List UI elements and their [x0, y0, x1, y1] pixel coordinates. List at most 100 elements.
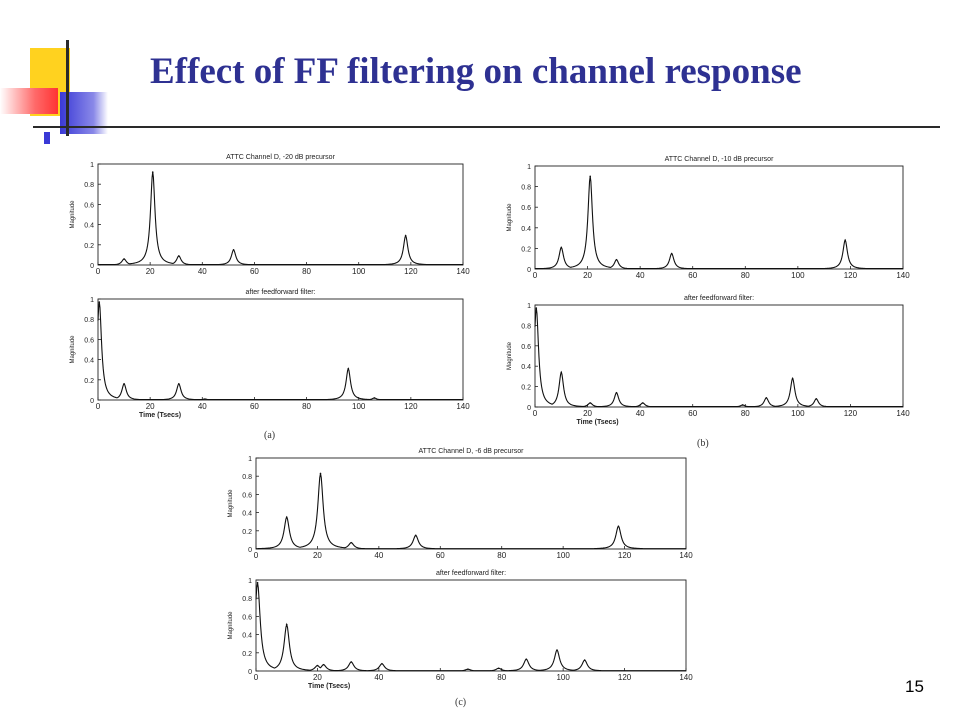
x-tick-label: 100 [352, 402, 366, 411]
caption-c: (c) [455, 697, 467, 708]
y-axis-label: Magnitude [507, 341, 513, 370]
x-tick-label: 140 [679, 551, 693, 560]
y-tick-label: 1 [527, 164, 531, 171]
page-title: Effect of FF filtering on channel respon… [150, 51, 802, 92]
peak-point [381, 662, 383, 665]
accent-red-bar [0, 88, 58, 114]
peak-point [791, 377, 794, 380]
x-tick-label: 0 [533, 409, 538, 418]
peak-point [347, 367, 350, 370]
caption-a: (a) [264, 430, 276, 441]
peak-point [589, 175, 591, 178]
peak-point [319, 472, 322, 475]
x-tick-label: 140 [896, 409, 910, 418]
x-tick-label: 20 [146, 402, 155, 411]
chart-title: ATTC Channel D, -20 dB precursor [226, 154, 335, 161]
y-tick-label: 0.8 [521, 185, 531, 192]
x-axis-label: Time (Tsecs) [308, 683, 350, 690]
peak-point [467, 668, 469, 670]
peak-point [556, 649, 558, 651]
x-tick-label: 20 [146, 267, 155, 276]
peak-point [322, 663, 325, 666]
y-tick-label: 0.4 [84, 223, 94, 230]
x-tick-label: 100 [352, 267, 366, 276]
y-axis-label: Magnitude [70, 200, 76, 229]
x-tick-label: 60 [688, 409, 697, 418]
y-tick-label: 1 [90, 162, 94, 169]
peak-point [525, 658, 528, 660]
caption-b: (b) [697, 438, 709, 449]
peak-point [589, 402, 591, 404]
x-tick-label: 120 [844, 271, 858, 280]
peak-point [765, 397, 768, 399]
x-tick-label: 100 [791, 271, 805, 280]
peak-point [178, 255, 180, 257]
peak-point [670, 252, 673, 255]
y-tick-label: 0.4 [242, 511, 252, 518]
y-tick-label: 0.8 [242, 596, 252, 603]
y-axis-label: Magnitude [228, 611, 234, 640]
peak-point [617, 525, 620, 528]
y-tick-label: 1 [90, 297, 94, 304]
y-tick-label: 0.8 [84, 317, 94, 324]
x-tick-label: 20 [313, 551, 322, 560]
x-tick-label: 0 [254, 673, 259, 682]
y-tick-label: 0 [527, 267, 531, 274]
chart-svg: after feedforward filter: 0 20 40 60 80 100 120… [70, 289, 470, 419]
x-tick-label: 100 [556, 551, 570, 560]
peak-point [350, 661, 353, 663]
peak-point [844, 239, 846, 241]
x-tick-label: 40 [198, 402, 207, 411]
y-axis-label: Magnitude [70, 335, 76, 364]
peak-point [497, 667, 500, 670]
y-tick-label: 1 [248, 456, 252, 463]
chart-title: after feedforward filter: [245, 289, 315, 296]
chart-title: after feedforward filter: [684, 295, 754, 302]
chart-svg: ATTC Channel D, -6 dB precursor 0 20 40 60 80… [228, 448, 693, 560]
y-tick-label: 0.2 [521, 246, 531, 253]
x-tick-label: 40 [198, 267, 207, 276]
y-tick-label: 0.6 [242, 492, 252, 499]
x-tick-label: 60 [688, 271, 697, 280]
x-tick-label: 40 [374, 551, 383, 560]
y-tick-label: 0 [527, 405, 531, 412]
x-tick-label: 0 [96, 402, 101, 411]
slide-number: 15 [905, 677, 924, 696]
y-axis-label: Magnitude [228, 489, 234, 518]
peak-point [404, 234, 407, 237]
peak-point [285, 516, 288, 518]
peak-point [741, 404, 744, 406]
chart-a-top: ATTC Channel D, -20 dB precursor 0 20 40 60 8… [60, 146, 470, 276]
peak-point [256, 581, 259, 584]
x-tick-label: 60 [436, 551, 445, 560]
x-tick-label: 80 [497, 673, 506, 682]
series-line [98, 172, 463, 266]
y-tick-label: 0.2 [84, 378, 94, 385]
x-tick-label: 40 [374, 673, 383, 682]
y-tick-label: 0.6 [84, 202, 94, 209]
peak-point [316, 664, 319, 667]
plot-frame [255, 579, 687, 672]
peak-point [641, 402, 644, 404]
x-tick-label: 140 [896, 271, 910, 280]
chart-title: after feedforward filter: [436, 570, 506, 577]
x-tick-label: 20 [583, 271, 592, 280]
x-tick-label: 120 [618, 673, 632, 682]
x-tick-label: 140 [456, 267, 470, 276]
chart-c-top: ATTC Channel D, -6 dB precursor 0 20 40 60 80… [212, 442, 702, 562]
series-line [534, 307, 903, 408]
peak-point [615, 258, 618, 261]
peak-point [615, 391, 618, 394]
y-tick-label: 0.8 [84, 182, 94, 189]
chart-svg: after feedforward filter: 0 20 40 60 80 100 120… [507, 295, 910, 426]
x-tick-label: 80 [741, 409, 750, 418]
accent-small-square [44, 132, 50, 144]
x-tick-label: 120 [404, 267, 418, 276]
x-axis-label: Time (Tsecs) [576, 419, 618, 426]
y-tick-label: 0 [90, 398, 94, 405]
x-tick-label: 60 [250, 267, 259, 276]
peak-point [123, 383, 125, 385]
peak-point [414, 534, 417, 537]
peak-point [583, 659, 586, 661]
chart-a-bottom: after feedforward filter: 0 20 40 60 80 100 120… [60, 284, 470, 422]
